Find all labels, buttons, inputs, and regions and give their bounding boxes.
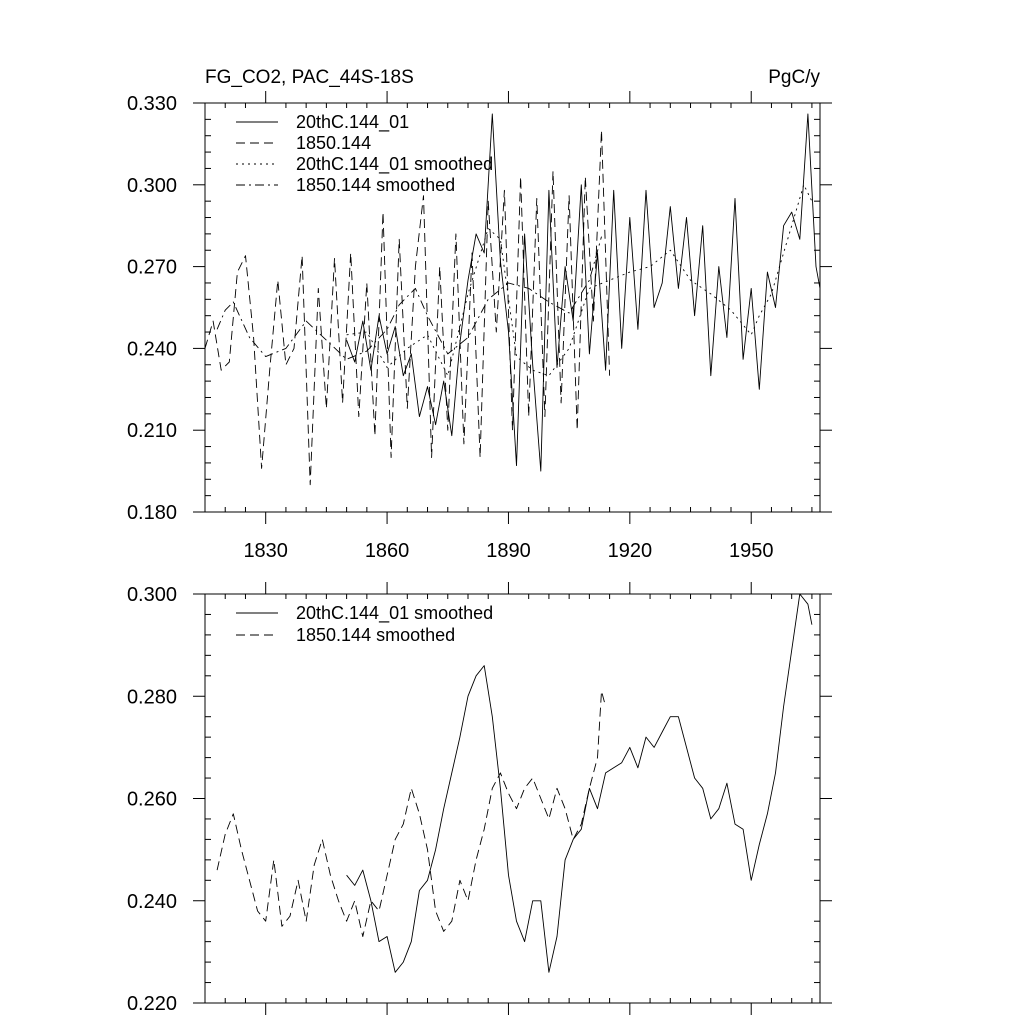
series-line-1850-144-smoothed	[216, 690, 607, 937]
y-tick-label: 0.300	[127, 584, 177, 606]
chart-title-left: FG_CO2, PAC_44S-18S	[205, 67, 414, 88]
y-tick-label: 0.330	[127, 93, 177, 115]
series-line-20thc-144-01	[346, 113, 821, 472]
legend-label: 1850.144 smoothed	[296, 625, 455, 645]
top-chart: FG_CO2, PAC_44S-18S PgC/y 1830 1860 1890 19…	[127, 67, 832, 562]
series-line-20thc-144-01-smoothed	[346, 593, 813, 973]
y-tick-label: 0.270	[127, 257, 177, 279]
chart-units-label: PgC/y	[768, 67, 820, 88]
x-tick-label: 1830	[243, 540, 288, 562]
plot-frame	[204, 593, 821, 1004]
legend-label: 1850.144 smoothed	[296, 175, 455, 195]
series-line-1850-144-smoothed	[216, 236, 602, 360]
y-tick-label: 0.220	[127, 993, 177, 1015]
series-line-1850-144	[204, 129, 611, 486]
series-line-20thc-144-01-smoothed	[346, 184, 813, 377]
legend-label: 20thC.144_01 smoothed	[296, 154, 493, 175]
y-tick-label: 0.260	[127, 789, 177, 811]
x-tick-label: 1860	[365, 540, 410, 562]
y-tick-label: 0.240	[127, 891, 177, 913]
y-tick-label: 0.180	[127, 502, 177, 524]
y-tick-label: 0.280	[127, 686, 177, 708]
y-tick-label: 0.210	[127, 420, 177, 442]
legend-label: 1850.144	[296, 133, 371, 153]
bottom-chart: 0.220 0.240 0.260 0.280 0.300 20thC.144_01 s…	[127, 582, 832, 1015]
y-tick-label: 0.240	[127, 338, 177, 360]
plot-frame	[204, 102, 821, 513]
legend-label: 20thC.144_01	[296, 112, 409, 133]
y-tick-label: 0.300	[127, 175, 177, 197]
x-tick-label: 1920	[608, 540, 653, 562]
legend-label: 20thC.144_01 smoothed	[296, 603, 493, 624]
x-tick-label: 1890	[486, 540, 531, 562]
x-tick-label: 1950	[729, 540, 774, 562]
